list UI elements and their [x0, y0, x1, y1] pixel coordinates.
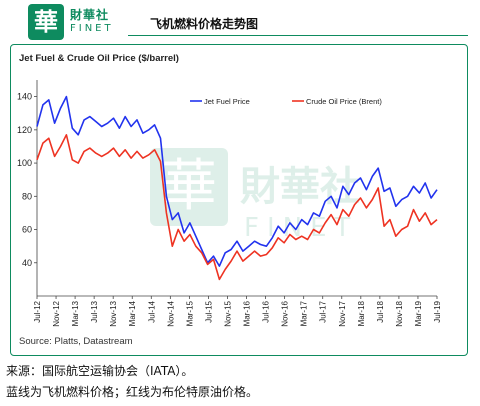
legend-label-crude-oil: Crude Oil Price (Brent) — [306, 97, 382, 106]
brand-name-en: FINET — [70, 23, 114, 34]
series-lines — [36, 95, 438, 281]
watermark-en: FINET — [244, 213, 358, 243]
x-tick-label: Jul-17 — [319, 300, 328, 322]
y-tick-label: 100 — [17, 158, 32, 168]
x-tick-label: Jul-12 — [33, 300, 42, 322]
jet-fuel-line — [36, 95, 438, 267]
x-tick-label: Nov-15 — [223, 300, 232, 326]
title-divider — [128, 35, 468, 36]
x-tick-label: Mar-17 — [300, 300, 309, 326]
x-tick-label: Jul-14 — [147, 300, 156, 322]
y-tick-label: 40 — [22, 258, 32, 268]
logo-glyph: 華 — [34, 8, 58, 36]
y-tick-label: 140 — [17, 92, 32, 102]
x-tick-label: Mar-13 — [71, 300, 80, 326]
legend-label-jet-fuel: Jet Fuel Price — [204, 97, 250, 106]
x-tick-label: Mar-18 — [357, 300, 366, 326]
chart-title: Jet Fuel & Crude Oil Price ($/barrel) — [19, 53, 179, 64]
x-tick-label: Mar-16 — [243, 300, 252, 326]
y-tick-label: 120 — [17, 125, 32, 135]
footnote-source: 来源：国际航空运输协会（IATA）。 — [6, 364, 194, 378]
brand-name-cn: 財華社 — [70, 8, 110, 22]
x-tick-label: Nov-14 — [166, 300, 175, 326]
x-tick-label: Jul-15 — [204, 300, 213, 322]
legend: Jet Fuel Price Crude Oil Price (Brent) — [190, 97, 382, 106]
x-tick-label: Mar-14 — [128, 300, 137, 326]
header: 華 財華社 FINET 飞机燃料价格走势图 — [0, 0, 480, 44]
x-tick-label: Mar-15 — [185, 300, 194, 326]
x-tick-label: Jul-18 — [376, 300, 385, 322]
watermark: 華 財華社 FINET — [150, 148, 360, 243]
x-tick-label: Nov-13 — [109, 300, 118, 326]
watermark-cn: 財華社 — [240, 164, 360, 210]
y-tick-label: 60 — [22, 225, 32, 235]
footnote-legend-note: 蓝线为飞机燃料价格；红线为布伦特原油价格。 — [6, 385, 259, 399]
x-tick-label: Nov-18 — [395, 300, 404, 326]
y-tick-label: 80 — [22, 191, 32, 201]
crude-oil-line — [36, 134, 438, 281]
x-tick-label: Jul-19 — [433, 300, 442, 322]
x-tick-label: Jul-16 — [262, 300, 271, 322]
watermark-logo-glyph: 華 — [161, 154, 217, 219]
finet-logo: 華 — [28, 4, 64, 40]
x-tick-label: Nov-12 — [52, 300, 61, 326]
axes: 40 60 80 100 120 140 Jul-12 Nov-12 Mar-13 Jul-13 N… — [17, 80, 442, 327]
x-tick-label: Mar-19 — [414, 300, 423, 326]
chart-source: Source: Platts, Datastream — [19, 336, 133, 347]
chart-frame — [10, 44, 468, 356]
x-tick-label: Nov-17 — [338, 300, 347, 326]
x-tick-label: Nov-16 — [281, 300, 290, 326]
page-title: 飞机燃料价格走势图 — [150, 17, 259, 31]
x-tick-label: Jul-13 — [90, 300, 99, 322]
